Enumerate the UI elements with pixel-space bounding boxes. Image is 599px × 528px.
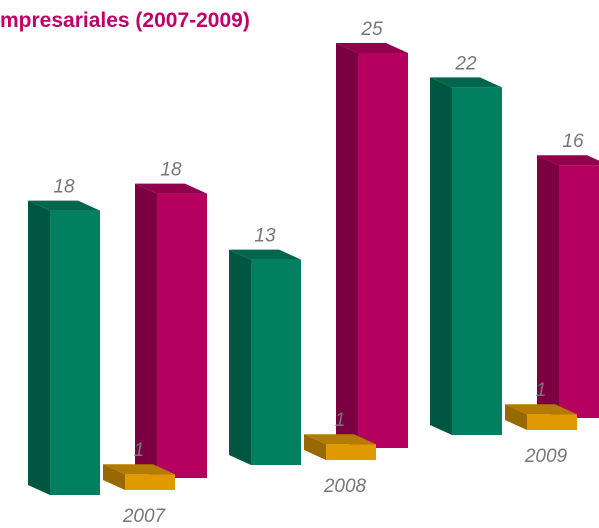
bar-front bbox=[527, 414, 577, 430]
bar-front bbox=[125, 474, 175, 490]
bar-top bbox=[505, 404, 577, 415]
value-label: 1 bbox=[134, 440, 145, 461]
bar-top bbox=[135, 183, 207, 194]
bar bbox=[430, 77, 502, 436]
bar bbox=[336, 43, 408, 448]
x-tick-label: 2009 bbox=[524, 446, 568, 467]
bar-side bbox=[505, 404, 527, 430]
bar-front bbox=[559, 165, 599, 418]
value-label: 18 bbox=[160, 160, 182, 181]
bar-front bbox=[326, 444, 376, 460]
bar bbox=[135, 183, 207, 478]
bar-side bbox=[28, 200, 50, 495]
bar bbox=[304, 434, 376, 460]
bar-front bbox=[452, 87, 502, 436]
bar-top bbox=[336, 43, 408, 53]
bar-side bbox=[229, 249, 251, 465]
bar bbox=[28, 200, 100, 495]
bar-side bbox=[430, 77, 452, 436]
bar-side bbox=[103, 464, 125, 490]
value-label: 25 bbox=[360, 19, 383, 40]
x-tick-label: 2007 bbox=[122, 506, 167, 527]
value-label: 16 bbox=[562, 131, 584, 152]
x-tick-label: 2008 bbox=[323, 476, 367, 497]
bar bbox=[505, 404, 577, 430]
bar-top bbox=[537, 155, 599, 166]
bar bbox=[537, 155, 599, 418]
bar-front bbox=[157, 193, 207, 478]
bar-side bbox=[537, 155, 559, 418]
bar-top bbox=[28, 200, 100, 211]
bar-top bbox=[304, 434, 376, 445]
value-label: 1 bbox=[335, 410, 346, 431]
value-label: 22 bbox=[454, 53, 477, 74]
bar-front bbox=[50, 210, 100, 495]
bar-side bbox=[336, 43, 358, 448]
bar-side bbox=[304, 434, 326, 460]
bar-side bbox=[135, 183, 157, 478]
value-label: 1 bbox=[536, 380, 547, 401]
bar-top bbox=[430, 77, 502, 88]
bar-top bbox=[103, 464, 175, 475]
value-label: 18 bbox=[53, 177, 75, 198]
bar bbox=[103, 464, 175, 490]
value-label: 13 bbox=[254, 226, 276, 247]
chart-title: mpresariales (2007-2009) bbox=[0, 9, 250, 32]
bar bbox=[229, 249, 301, 465]
bar-front bbox=[251, 259, 301, 465]
bar-front bbox=[358, 53, 408, 448]
bar-top bbox=[229, 249, 301, 260]
